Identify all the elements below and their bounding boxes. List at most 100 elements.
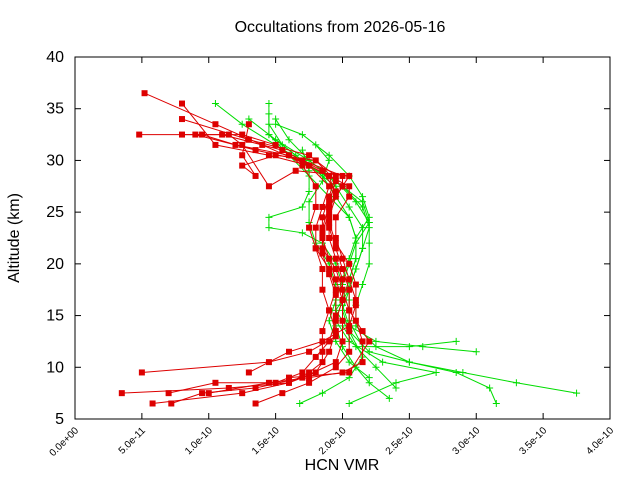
y-tick-label: 20 — [46, 256, 64, 273]
data-point — [459, 368, 467, 376]
data-point — [319, 348, 326, 355]
data-point — [332, 317, 339, 324]
data-point — [212, 379, 219, 386]
data-point — [346, 260, 353, 267]
data-point — [319, 167, 326, 174]
data-point — [245, 369, 252, 376]
data-point — [332, 235, 339, 241]
plot-frame — [74, 56, 611, 420]
data-point — [165, 390, 172, 397]
data-point — [326, 172, 333, 179]
data-point — [352, 255, 360, 263]
y-tick-label: 40 — [46, 49, 64, 66]
data-point — [306, 348, 313, 355]
data-point — [379, 358, 387, 366]
data-point — [299, 369, 306, 376]
data-point — [245, 136, 252, 143]
data-point — [326, 348, 333, 355]
data-point — [319, 338, 326, 345]
data-point — [372, 337, 380, 345]
data-point — [252, 172, 259, 179]
data-point — [265, 213, 273, 221]
data-point — [332, 291, 339, 298]
data-point — [332, 359, 339, 366]
data-point — [238, 120, 246, 128]
data-point — [245, 121, 252, 128]
data-point — [339, 276, 346, 283]
data-point — [326, 266, 333, 273]
data-point — [332, 245, 339, 252]
data-point — [339, 297, 346, 304]
data-point — [346, 193, 353, 200]
data-point — [339, 172, 346, 179]
data-point — [199, 390, 206, 397]
data-point — [212, 141, 219, 148]
data-point — [326, 307, 333, 314]
data-point — [365, 239, 373, 247]
data-point — [346, 276, 353, 283]
data-point — [332, 286, 339, 293]
data-point — [345, 203, 353, 211]
data-point — [299, 162, 306, 169]
data-point — [179, 116, 185, 123]
x-tick-label: 3.5e-10 — [517, 425, 549, 457]
data-point — [332, 172, 339, 179]
data-point — [286, 379, 292, 386]
data-point — [319, 214, 326, 221]
data-point — [312, 369, 319, 376]
data-point — [319, 266, 326, 273]
data-point — [319, 224, 326, 231]
data-point — [365, 260, 373, 268]
y-axis-label: Altitude (km) — [6, 193, 23, 283]
data-point — [359, 244, 367, 252]
data-point — [286, 374, 292, 381]
data-point — [312, 224, 319, 231]
data-point — [332, 214, 339, 221]
data-point — [392, 384, 400, 392]
y-tick-label: 10 — [46, 359, 64, 376]
data-point — [346, 286, 353, 293]
data-point — [312, 141, 320, 149]
y-tick-label: 15 — [46, 308, 64, 325]
data-point — [346, 322, 353, 329]
data-point — [312, 203, 319, 210]
data-point — [199, 131, 206, 138]
data-point — [332, 364, 339, 371]
data-point — [319, 245, 326, 252]
data-point — [352, 302, 359, 309]
data-point — [265, 110, 273, 118]
data-point — [332, 255, 339, 262]
data-point — [325, 156, 333, 164]
data-point — [306, 152, 313, 159]
data-point — [326, 338, 333, 345]
data-point — [365, 379, 373, 387]
data-point — [345, 358, 353, 366]
data-point — [298, 146, 306, 154]
data-point — [345, 399, 353, 407]
profile-line — [308, 144, 390, 399]
data-point — [346, 183, 353, 190]
data-point — [312, 183, 319, 190]
data-point — [325, 317, 333, 325]
series-layer — [118, 90, 581, 407]
data-point — [332, 240, 339, 247]
x-tick-label: 0.0e+00 — [48, 425, 82, 459]
data-point — [326, 198, 333, 205]
data-point — [339, 266, 346, 273]
profile-line — [121, 134, 337, 394]
data-point — [326, 271, 333, 278]
data-point — [332, 178, 339, 185]
data-point — [318, 177, 326, 185]
x-tick-label: 2.5e-10 — [384, 425, 416, 457]
data-point — [306, 379, 313, 386]
data-point — [346, 328, 353, 335]
data-point — [141, 90, 148, 97]
data-point — [225, 384, 232, 391]
data-point — [312, 245, 319, 252]
data-point — [306, 369, 313, 376]
data-point — [118, 390, 125, 397]
data-point — [365, 213, 373, 221]
data-point — [346, 348, 353, 355]
data-point — [239, 162, 246, 169]
data-point — [452, 337, 460, 345]
